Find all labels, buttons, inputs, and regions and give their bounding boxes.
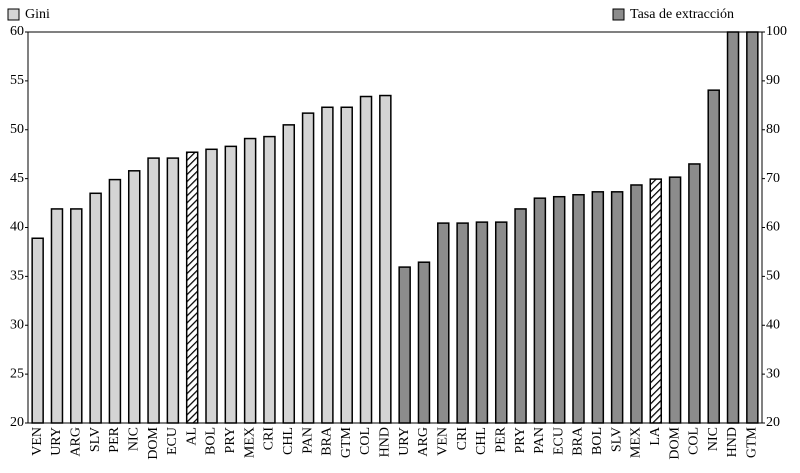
- y-tick-label: 55: [10, 73, 24, 88]
- bar: [688, 163, 701, 424]
- x-tick-label: PER: [493, 426, 508, 452]
- legend-swatch: [7, 8, 20, 21]
- x-tick-label: COL: [358, 427, 373, 455]
- bar: [572, 194, 585, 424]
- x-tick-label: ECU: [551, 427, 566, 455]
- y-tick-label: 45: [10, 171, 24, 186]
- bar: [746, 31, 759, 424]
- bar: [552, 195, 566, 424]
- y2-tick-label: 100: [766, 24, 787, 39]
- x-tick-label: HND: [378, 427, 393, 457]
- x-tick-label: SLV: [88, 427, 103, 452]
- x-tick-label: DOM: [667, 426, 682, 459]
- bar: [475, 221, 489, 424]
- x-tick-label: ARG: [416, 427, 431, 457]
- bar: [89, 192, 102, 424]
- y-tick-label: 20: [10, 415, 24, 430]
- bar: [533, 197, 547, 424]
- y2-tick-label: 50: [766, 269, 780, 284]
- x-tick-label: CRI: [262, 427, 277, 451]
- bar: [50, 208, 64, 424]
- bar: [205, 148, 218, 424]
- x-tick-label: AL: [184, 427, 199, 446]
- bar: [301, 112, 315, 424]
- bar: [70, 208, 83, 424]
- x-tick-label: BOL: [590, 427, 605, 455]
- bar: [282, 124, 296, 424]
- x-tick-label: MEX: [242, 427, 257, 458]
- x-tick-label: MEX: [629, 427, 644, 458]
- x-tick-label: BOL: [204, 427, 219, 455]
- x-tick-label: PAN: [300, 427, 315, 454]
- bar: [630, 184, 643, 424]
- bar: [456, 222, 469, 424]
- bar: [31, 237, 44, 424]
- y-tick-label: 30: [10, 317, 24, 332]
- bar: [514, 208, 527, 424]
- bar: [263, 135, 276, 424]
- bar: [243, 137, 257, 424]
- bar: [185, 151, 199, 424]
- bar: [147, 157, 160, 424]
- bar: [379, 94, 392, 424]
- bar: [494, 221, 508, 424]
- x-tick-label: COL: [687, 427, 702, 455]
- x-tick-label: ARG: [69, 427, 84, 457]
- legend-swatch: [612, 8, 625, 21]
- bar: [321, 106, 334, 424]
- y2-tick-label: 60: [766, 220, 780, 235]
- bar: [649, 178, 663, 424]
- y2-tick-label: 90: [766, 73, 780, 88]
- x-tick-label: PER: [107, 426, 122, 452]
- x-tick-label: NIC: [126, 427, 141, 451]
- bar: [726, 31, 740, 424]
- x-tick-label: GTM: [339, 426, 354, 458]
- y2-tick-label: 30: [766, 366, 780, 381]
- x-tick-label: BRA: [571, 426, 586, 456]
- legend-label: Tasa de extracción: [630, 7, 734, 22]
- bar: [127, 170, 141, 424]
- x-tick-label: SLV: [609, 427, 624, 452]
- bar: [417, 261, 431, 424]
- bar: [224, 145, 238, 424]
- bar: [437, 222, 450, 424]
- x-tick-label: ECU: [165, 427, 180, 455]
- y-tick-label: 60: [10, 24, 24, 39]
- bar: [668, 176, 682, 424]
- bar: [340, 106, 353, 424]
- x-tick-label: PRY: [513, 427, 528, 453]
- y-tick-label: 40: [10, 220, 24, 235]
- x-tick-label: VEN: [436, 427, 451, 456]
- x-tick-label: CHL: [474, 427, 489, 455]
- x-tick-label: BRA: [320, 426, 335, 456]
- x-tick-label: HND: [725, 427, 740, 457]
- y2-tick-label: 80: [766, 122, 780, 137]
- bar: [610, 191, 624, 424]
- bar: [359, 95, 373, 424]
- x-tick-label: LA: [648, 426, 663, 446]
- y-tick-label: 50: [10, 122, 24, 137]
- x-tick-label: CHL: [281, 427, 296, 455]
- x-tick-label: NIC: [706, 427, 721, 451]
- x-tick-label: VEN: [30, 427, 45, 456]
- x-tick-label: URY: [49, 427, 64, 456]
- x-tick-label: URY: [397, 427, 412, 456]
- x-tick-label: DOM: [146, 426, 161, 459]
- x-tick-label: PRY: [223, 427, 238, 453]
- x-tick-label: PAN: [532, 427, 547, 454]
- x-tick-label: CRI: [455, 427, 470, 451]
- y-tick-label: 35: [10, 269, 24, 284]
- x-tick-label: GTM: [745, 426, 760, 458]
- bar: [166, 157, 180, 424]
- bar: [591, 191, 605, 424]
- y2-tick-label: 70: [766, 171, 780, 186]
- bar: [707, 89, 720, 424]
- y2-tick-label: 40: [766, 317, 780, 332]
- legend-label: Gini: [25, 7, 50, 22]
- bar: [398, 266, 411, 424]
- bar: [108, 178, 122, 424]
- y-tick-label: 25: [10, 366, 24, 381]
- y2-tick-label: 20: [766, 415, 780, 430]
